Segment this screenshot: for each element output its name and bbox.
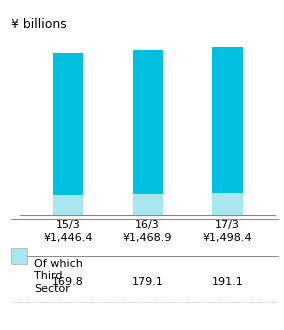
Bar: [133, 194, 163, 214]
Text: ¥1,468.9: ¥1,468.9: [123, 233, 172, 243]
Bar: [212, 47, 243, 193]
Bar: [53, 52, 83, 195]
Text: ¥ billions: ¥ billions: [11, 18, 67, 31]
Text: Of which
Third
Sector: Of which Third Sector: [34, 259, 83, 294]
Text: ¥1,446.4: ¥1,446.4: [43, 233, 93, 243]
Text: 169.8: 169.8: [52, 277, 84, 287]
Bar: [212, 193, 243, 214]
Text: 179.1: 179.1: [132, 277, 164, 287]
Text: ¥1,498.4: ¥1,498.4: [203, 233, 252, 243]
Bar: [53, 195, 83, 214]
Bar: [133, 50, 163, 194]
Text: 191.1: 191.1: [212, 277, 243, 287]
